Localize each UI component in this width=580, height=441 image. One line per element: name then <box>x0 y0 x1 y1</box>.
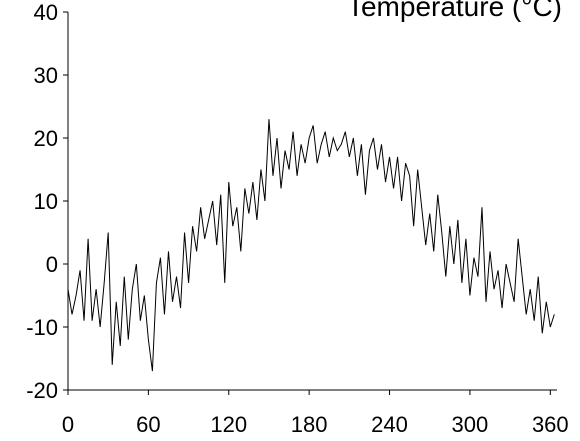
x-tick-label: 60 <box>136 412 160 437</box>
data-line <box>67 119 555 372</box>
y-tick-label: 10 <box>34 189 58 214</box>
x-tick-label: 0 <box>62 412 74 437</box>
x-tick-label: 240 <box>371 412 408 437</box>
x-tick-label: 120 <box>210 412 247 437</box>
x-tick-label: 300 <box>452 412 489 437</box>
chart-title: Temperature (°C) <box>347 0 562 22</box>
x-tick-label: 180 <box>291 412 328 437</box>
y-tick-label: -20 <box>26 378 58 403</box>
y-tick-label: 20 <box>34 126 58 151</box>
x-tick-label: 360 <box>532 412 569 437</box>
y-tick-label: 0 <box>46 252 58 277</box>
y-tick-label: 40 <box>34 0 58 25</box>
y-tick-label: 30 <box>34 63 58 88</box>
y-tick-label: -10 <box>26 315 58 340</box>
